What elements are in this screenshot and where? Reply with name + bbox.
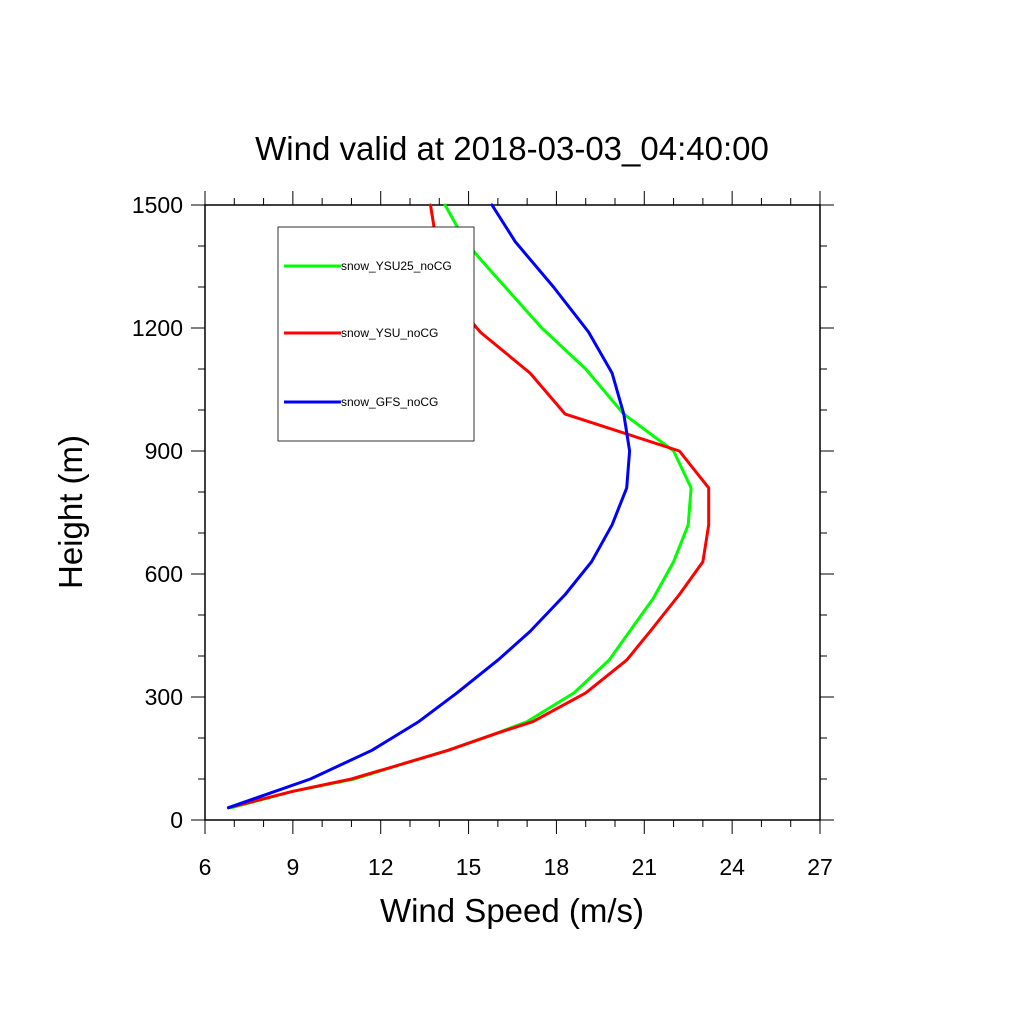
legend-label: snow_GFS_noCG: [341, 395, 438, 409]
series-line-snow_YSU_noCG: [226, 203, 711, 810]
y-tick-label: 0: [170, 807, 183, 833]
y-tick-label: 1500: [132, 192, 183, 218]
x-tick-label: 27: [807, 854, 833, 880]
plot-frame: [204, 204, 821, 821]
y-tick-label: 300: [145, 684, 183, 710]
y-axis-ticks: 0 300 600 900 1200 1500: [132, 192, 834, 833]
x-tick-label: 15: [456, 854, 482, 880]
x-tick-label: 21: [631, 854, 657, 880]
series-line-snow_GFS_noCG: [226, 203, 632, 810]
legend-items: snow_YSU25_noCG snow_YSU_noCG snow_GFS_noC…: [284, 259, 452, 409]
x-tick-label: 18: [544, 854, 570, 880]
chart-title: Wind valid at 2018-03-03_04:40:00: [255, 130, 769, 167]
y-tick-label: 900: [145, 438, 183, 464]
x-axis-ticks: 6 9 12 15 18 21 24 27: [199, 191, 833, 880]
series-lines: [226, 203, 711, 810]
legend-label: snow_YSU_noCG: [341, 326, 438, 340]
x-tick-label: 6: [199, 854, 212, 880]
x-axis-title: Wind Speed (m/s): [380, 892, 644, 929]
x-tick-label: 12: [368, 854, 394, 880]
y-tick-label: 1200: [132, 315, 183, 341]
legend-label: snow_YSU25_noCG: [341, 259, 452, 273]
y-axis-title: Height (m): [52, 435, 89, 589]
legend: snow_YSU25_noCG snow_YSU_noCG snow_GFS_noC…: [277, 226, 475, 442]
y-tick-label: 600: [145, 561, 183, 587]
plot-area: 6 9 12 15 18 21 24 27 0 300 600 900 1200 1500: [132, 191, 834, 880]
x-tick-label: 9: [286, 854, 299, 880]
x-tick-label: 24: [719, 854, 745, 880]
